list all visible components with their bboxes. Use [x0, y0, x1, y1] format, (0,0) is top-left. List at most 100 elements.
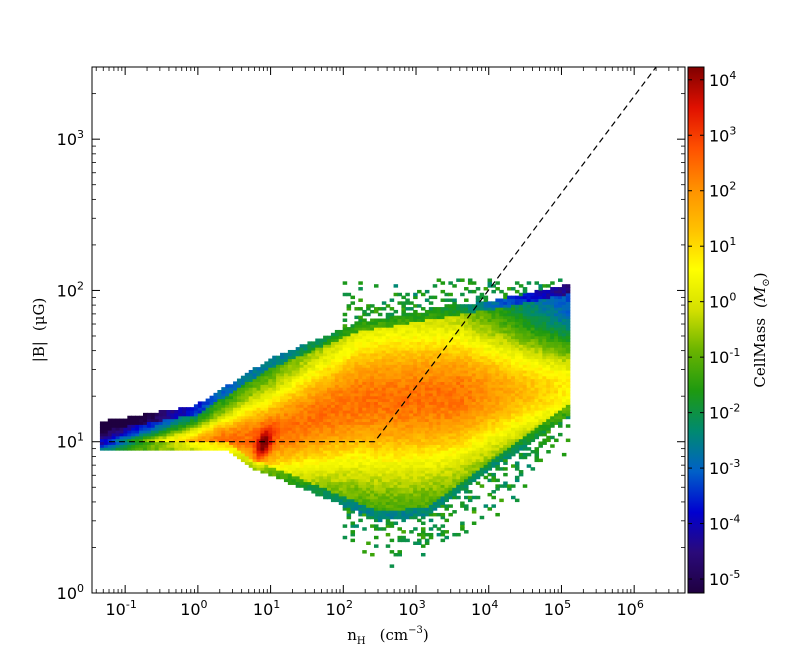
- heatmap-cell: [330, 398, 336, 403]
- heatmap-cell: [417, 438, 422, 443]
- heatmap-cell: [448, 341, 453, 345]
- heatmap-cell: [307, 467, 312, 471]
- heatmap-cell: [440, 401, 446, 405]
- heatmap-cell: [229, 444, 234, 448]
- heatmap-cell: [503, 401, 508, 405]
- heatmap-cell: [483, 464, 489, 468]
- heatmap-cell: [393, 498, 399, 503]
- heatmap-cell: [233, 444, 238, 448]
- heatmap-cell: [162, 415, 168, 420]
- heatmap-cell: [346, 304, 352, 308]
- heatmap-cell: [440, 464, 446, 468]
- heatmap-cell: [287, 441, 293, 445]
- heatmap-cell: [448, 464, 453, 468]
- heatmap-cell: [201, 404, 207, 408]
- heatmap-cell: [464, 415, 469, 420]
- heatmap-cell: [229, 412, 234, 417]
- heatmap-cell: [272, 421, 277, 425]
- heatmap-cell: [350, 352, 356, 357]
- heatmap-cell: [307, 387, 312, 391]
- heatmap-cell: [143, 447, 148, 451]
- heatmap-cell: [209, 441, 215, 445]
- heatmap-cell: [350, 398, 356, 403]
- heatmap-cell: [260, 444, 265, 448]
- heatmap-cell: [436, 481, 442, 485]
- heatmap-cell: [424, 344, 430, 348]
- heatmap-cell: [428, 475, 434, 480]
- heatmap-cell: [389, 512, 395, 517]
- heatmap-cell: [432, 369, 438, 374]
- heatmap-cell: [370, 461, 375, 465]
- heatmap-cell: [381, 347, 387, 351]
- heatmap-cell: [409, 361, 414, 365]
- heatmap-cell: [225, 392, 230, 397]
- heatmap-cell: [362, 361, 367, 365]
- heatmap-cell: [491, 321, 496, 325]
- heatmap-cell: [127, 415, 132, 420]
- heatmap-cell: [303, 455, 309, 460]
- heatmap-cell: [287, 395, 293, 400]
- heatmap-cell: [428, 478, 434, 483]
- heatmap-cell: [166, 418, 172, 423]
- heatmap-cell: [186, 407, 191, 411]
- heatmap-cell: [381, 467, 387, 471]
- heatmap-cell: [483, 315, 489, 320]
- heatmap-cell: [381, 507, 387, 511]
- heatmap-cell: [448, 355, 453, 360]
- heatmap-cell: [479, 395, 485, 400]
- heatmap-cell: [460, 321, 465, 325]
- heatmap-cell: [346, 427, 352, 431]
- heatmap-cell: [319, 447, 324, 451]
- heatmap-cell: [99, 435, 105, 440]
- heatmap-cell: [456, 401, 461, 405]
- heatmap-cell: [291, 392, 297, 397]
- heatmap-cell: [334, 378, 340, 383]
- heatmap-cell: [323, 432, 328, 437]
- heatmap-cell: [405, 515, 410, 520]
- heatmap-cell: [346, 307, 352, 311]
- heatmap-cell: [370, 498, 375, 503]
- heatmap-cell: [401, 392, 406, 397]
- heatmap-cell: [424, 381, 430, 385]
- heatmap-cell: [350, 432, 356, 437]
- heatmap-cell: [131, 430, 136, 434]
- heatmap-cell: [405, 430, 410, 434]
- heatmap-cell: [311, 484, 316, 488]
- heatmap-cell: [209, 427, 215, 431]
- heatmap-cell: [264, 452, 269, 457]
- heatmap-cell: [338, 495, 344, 500]
- heatmap-cell: [327, 358, 332, 362]
- heatmap-cell: [440, 361, 446, 365]
- heatmap-cell: [420, 407, 426, 411]
- heatmap-cell: [350, 452, 356, 457]
- heatmap-cell: [424, 507, 430, 511]
- heatmap-cell: [213, 421, 218, 425]
- heatmap-cell: [354, 504, 359, 508]
- heatmap-cell: [244, 389, 250, 394]
- heatmap-cell: [287, 389, 293, 394]
- heatmap-cell: [393, 387, 399, 391]
- heatmap-cell: [377, 338, 383, 342]
- heatmap-cell: [315, 492, 320, 497]
- heatmap-cell: [330, 487, 336, 491]
- heatmap-cell: [311, 378, 316, 383]
- heatmap-cell: [330, 361, 336, 365]
- heatmap-cell: [217, 410, 222, 414]
- heatmap-cell: [432, 335, 438, 340]
- heatmap-cell: [135, 415, 140, 420]
- heatmap-cell: [354, 478, 359, 483]
- heatmap-cell: [252, 447, 258, 451]
- heatmap-cell: [471, 367, 477, 371]
- heatmap-cell: [475, 332, 481, 337]
- heatmap-cell: [197, 407, 203, 411]
- heatmap-cell: [409, 329, 414, 334]
- heatmap-cell: [299, 435, 305, 440]
- heatmap-cell: [507, 418, 512, 423]
- heatmap-cell: [413, 404, 418, 408]
- heatmap-cell: [178, 424, 183, 428]
- heatmap-cell: [307, 364, 312, 368]
- heatmap-cell: [440, 484, 446, 488]
- heatmap-cell: [373, 490, 379, 494]
- heatmap-cell: [280, 398, 285, 403]
- heatmap-cell: [221, 412, 226, 417]
